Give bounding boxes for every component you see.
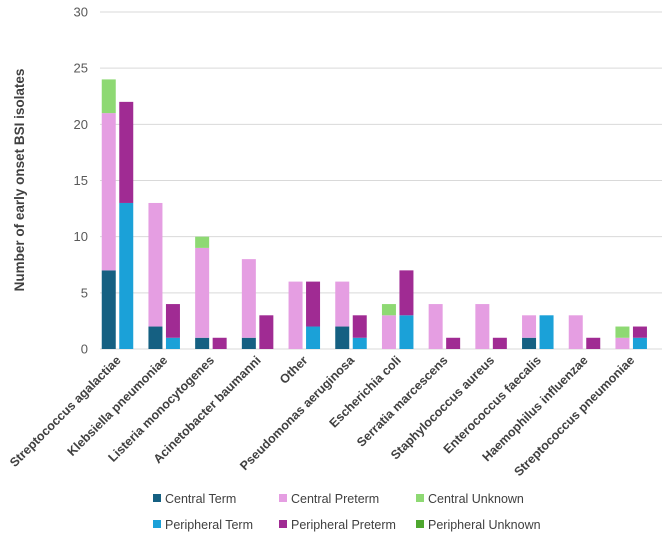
bar-segment <box>101 79 116 114</box>
x-tick-label: Serratia marcescens <box>354 353 450 449</box>
bar-segment <box>522 337 537 349</box>
y-tick-label: 25 <box>74 61 88 76</box>
bar-segment <box>148 326 163 349</box>
bar-segment <box>475 304 490 349</box>
legend-item: Central Unknown <box>416 492 524 506</box>
legend-swatch <box>416 520 424 528</box>
legend-item: Central Preterm <box>279 492 379 506</box>
bar-segment <box>492 337 507 349</box>
legend-item: Peripheral Preterm <box>279 518 396 532</box>
bar-segment <box>615 326 630 338</box>
bar-segment <box>522 315 537 338</box>
bar-segment <box>568 315 583 349</box>
bar-segment <box>288 281 303 349</box>
bar-segment <box>632 337 647 349</box>
legend-item: Peripheral Unknown <box>416 518 541 532</box>
bar-segment <box>399 270 414 316</box>
legend-swatch <box>153 520 161 528</box>
bar-segment <box>615 337 630 349</box>
legend-label: Peripheral Term <box>165 518 253 532</box>
y-tick-label: 10 <box>74 229 88 244</box>
y-tick-label: 15 <box>74 173 88 188</box>
bars <box>101 79 647 349</box>
y-tick-label: 5 <box>81 285 88 300</box>
bar-segment <box>241 259 256 338</box>
bar-segment <box>381 304 396 316</box>
y-tick-label: 20 <box>74 117 88 132</box>
bar-segment <box>148 202 163 327</box>
bar-segment <box>446 337 461 349</box>
legend-item: Peripheral Term <box>153 518 253 532</box>
bar-segment <box>259 315 274 349</box>
bar-segment <box>101 113 116 271</box>
legend-swatch <box>416 494 424 502</box>
bar-segment <box>632 326 647 338</box>
legend-label: Peripheral Preterm <box>291 518 396 532</box>
bar-segment <box>539 315 554 349</box>
bar-segment <box>381 315 396 349</box>
legend-label: Peripheral Unknown <box>428 518 541 532</box>
bar-segment <box>306 326 321 349</box>
bar-segment <box>165 304 180 338</box>
bar-segment <box>119 101 134 203</box>
bar-segment <box>586 337 601 349</box>
bar-segment <box>428 304 443 349</box>
legend-swatch <box>153 494 161 502</box>
bar-segment <box>352 315 367 338</box>
legend: Central Term Central Preterm Central Unkno… <box>153 492 541 532</box>
bar-segment <box>306 281 321 327</box>
y-axis-label: Number of early onset BSI isolates <box>12 69 27 292</box>
legend-label: Central Preterm <box>291 492 379 506</box>
bar-segment <box>195 236 210 248</box>
gridlines <box>100 11 662 350</box>
legend-swatch <box>279 494 287 502</box>
y-tick-label: 30 <box>74 5 88 20</box>
bar-segment <box>165 337 180 349</box>
bar-segment <box>119 202 134 349</box>
bar-segment <box>195 337 210 349</box>
bar-segment <box>335 326 350 349</box>
x-tick-label: Other <box>277 353 311 387</box>
bar-segment <box>352 337 367 349</box>
legend-item: Central Term <box>153 492 236 506</box>
legend-label: Central Unknown <box>428 492 524 506</box>
y-axis-ticks: 0 5 10 15 20 25 30 <box>74 5 88 357</box>
bar-segment <box>399 315 414 349</box>
bar-segment <box>212 337 227 349</box>
legend-label: Central Term <box>165 492 236 506</box>
bar-segment <box>241 337 256 349</box>
bar-segment <box>195 247 210 338</box>
bar-segment <box>335 281 350 327</box>
y-tick-label: 0 <box>81 342 88 357</box>
bar-segment <box>101 270 116 349</box>
legend-swatch <box>279 520 287 528</box>
